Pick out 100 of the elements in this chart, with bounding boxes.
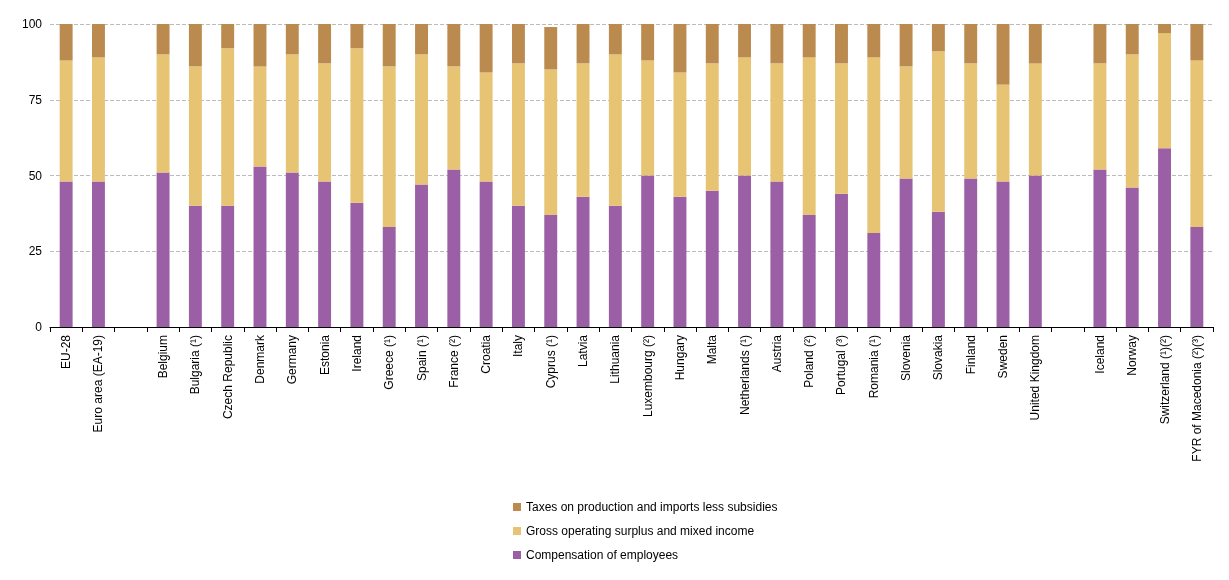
- bar: [415, 24, 428, 55]
- x-tick-label: Greece (¹): [382, 335, 397, 390]
- bar: [544, 69, 558, 215]
- bar: [511, 24, 525, 64]
- bar: [447, 24, 461, 67]
- bar: [576, 24, 590, 64]
- bar: [964, 63, 978, 179]
- bar: [188, 205, 202, 327]
- bar: [705, 63, 719, 191]
- x-tick-label: Latvia: [576, 334, 591, 368]
- bar: [285, 172, 299, 327]
- y-tick-label: 0: [35, 320, 43, 334]
- bar: [673, 196, 687, 327]
- bar: [996, 84, 1010, 182]
- x-tick-label: FYR of Macedonia (²)(³): [1189, 335, 1204, 462]
- bar: [1190, 60, 1204, 228]
- bar: [415, 54, 428, 185]
- x-tick-label: Switzerland (¹)(²): [1157, 335, 1172, 425]
- bar: [188, 66, 202, 206]
- bar: [285, 24, 299, 55]
- x-tick-label: Portugal (³): [834, 335, 849, 396]
- bar: [221, 48, 235, 206]
- bar: [996, 181, 1010, 327]
- x-tick-label: Croatia: [479, 334, 494, 374]
- bar: [1028, 24, 1042, 64]
- x-tick-label: United Kingdom: [1028, 335, 1043, 421]
- bar: [382, 66, 396, 228]
- x-tick-label: Belgium: [156, 335, 171, 379]
- x-tick-label: Hungary: [672, 335, 687, 381]
- bar: [964, 178, 978, 327]
- bar: [285, 54, 299, 173]
- bar: [221, 24, 235, 49]
- bar: [544, 27, 558, 70]
- x-tick-label: Cyprus (¹): [543, 335, 558, 389]
- bar: [253, 166, 267, 327]
- bar: [59, 181, 73, 327]
- bar: [673, 72, 687, 197]
- bar: [738, 57, 752, 176]
- bar: [92, 57, 105, 182]
- x-tick-label: Denmark: [252, 334, 267, 384]
- bar: [931, 51, 945, 212]
- bar: [738, 175, 752, 327]
- bar: [156, 54, 170, 173]
- bar: [996, 24, 1010, 85]
- bar: [867, 57, 881, 234]
- bar: [641, 60, 655, 176]
- bar: [705, 190, 719, 327]
- bar: [770, 181, 784, 327]
- bar: [964, 24, 978, 64]
- x-tick-label: Malta: [705, 334, 720, 365]
- bar: [641, 24, 655, 61]
- bar: [156, 172, 170, 327]
- x-tick-label: Czech Republic: [220, 335, 235, 420]
- bar: [318, 181, 332, 327]
- bar: [1093, 24, 1107, 64]
- bar: [641, 175, 655, 327]
- x-tick-label: Germany: [285, 335, 300, 385]
- x-tick-label: Lithuania: [608, 334, 623, 384]
- x-tick-label: Italy: [511, 335, 526, 358]
- bar: [867, 233, 881, 327]
- bar: [931, 24, 945, 52]
- bar: [835, 193, 848, 327]
- x-tick-label: Romania (¹): [866, 335, 881, 399]
- bar: [1093, 63, 1107, 170]
- bar: [931, 211, 945, 327]
- bar: [318, 63, 332, 182]
- bar: [253, 24, 267, 67]
- bar: [382, 24, 396, 67]
- legend-label: Compensation of employees: [526, 548, 679, 562]
- bar: [447, 169, 461, 327]
- bar: [899, 24, 913, 67]
- x-tick-label: Luxembourg (²): [640, 335, 655, 418]
- bar: [1158, 24, 1171, 34]
- x-tick-label: Poland (²): [802, 335, 817, 388]
- bar: [1028, 175, 1042, 327]
- legend-label: Taxes on production and imports less subsidies: [526, 500, 778, 514]
- bar: [770, 63, 784, 182]
- x-tick-label: Austria: [769, 334, 784, 373]
- bar: [350, 24, 364, 49]
- bar: [92, 24, 105, 58]
- bar: [899, 178, 913, 327]
- bar: [835, 63, 848, 194]
- bar: [1093, 169, 1107, 327]
- x-tick-label: Slovenia: [899, 334, 914, 382]
- bar: [673, 24, 687, 73]
- bar: [608, 54, 622, 206]
- x-tick-label: Euro area (EA-19): [91, 335, 106, 433]
- bar: [253, 66, 267, 167]
- bar: [1158, 33, 1171, 149]
- bar: [382, 227, 396, 327]
- bar: [705, 24, 719, 64]
- x-tick-label: Sweden: [996, 335, 1011, 379]
- bar: [867, 24, 881, 58]
- bar: [350, 48, 364, 203]
- x-tick-label: Bulgaria (¹): [188, 335, 203, 395]
- bar: [835, 24, 848, 64]
- bar: [899, 66, 913, 179]
- bar: [1158, 148, 1171, 327]
- bar: [1190, 227, 1204, 327]
- y-tick-label: 25: [28, 244, 43, 259]
